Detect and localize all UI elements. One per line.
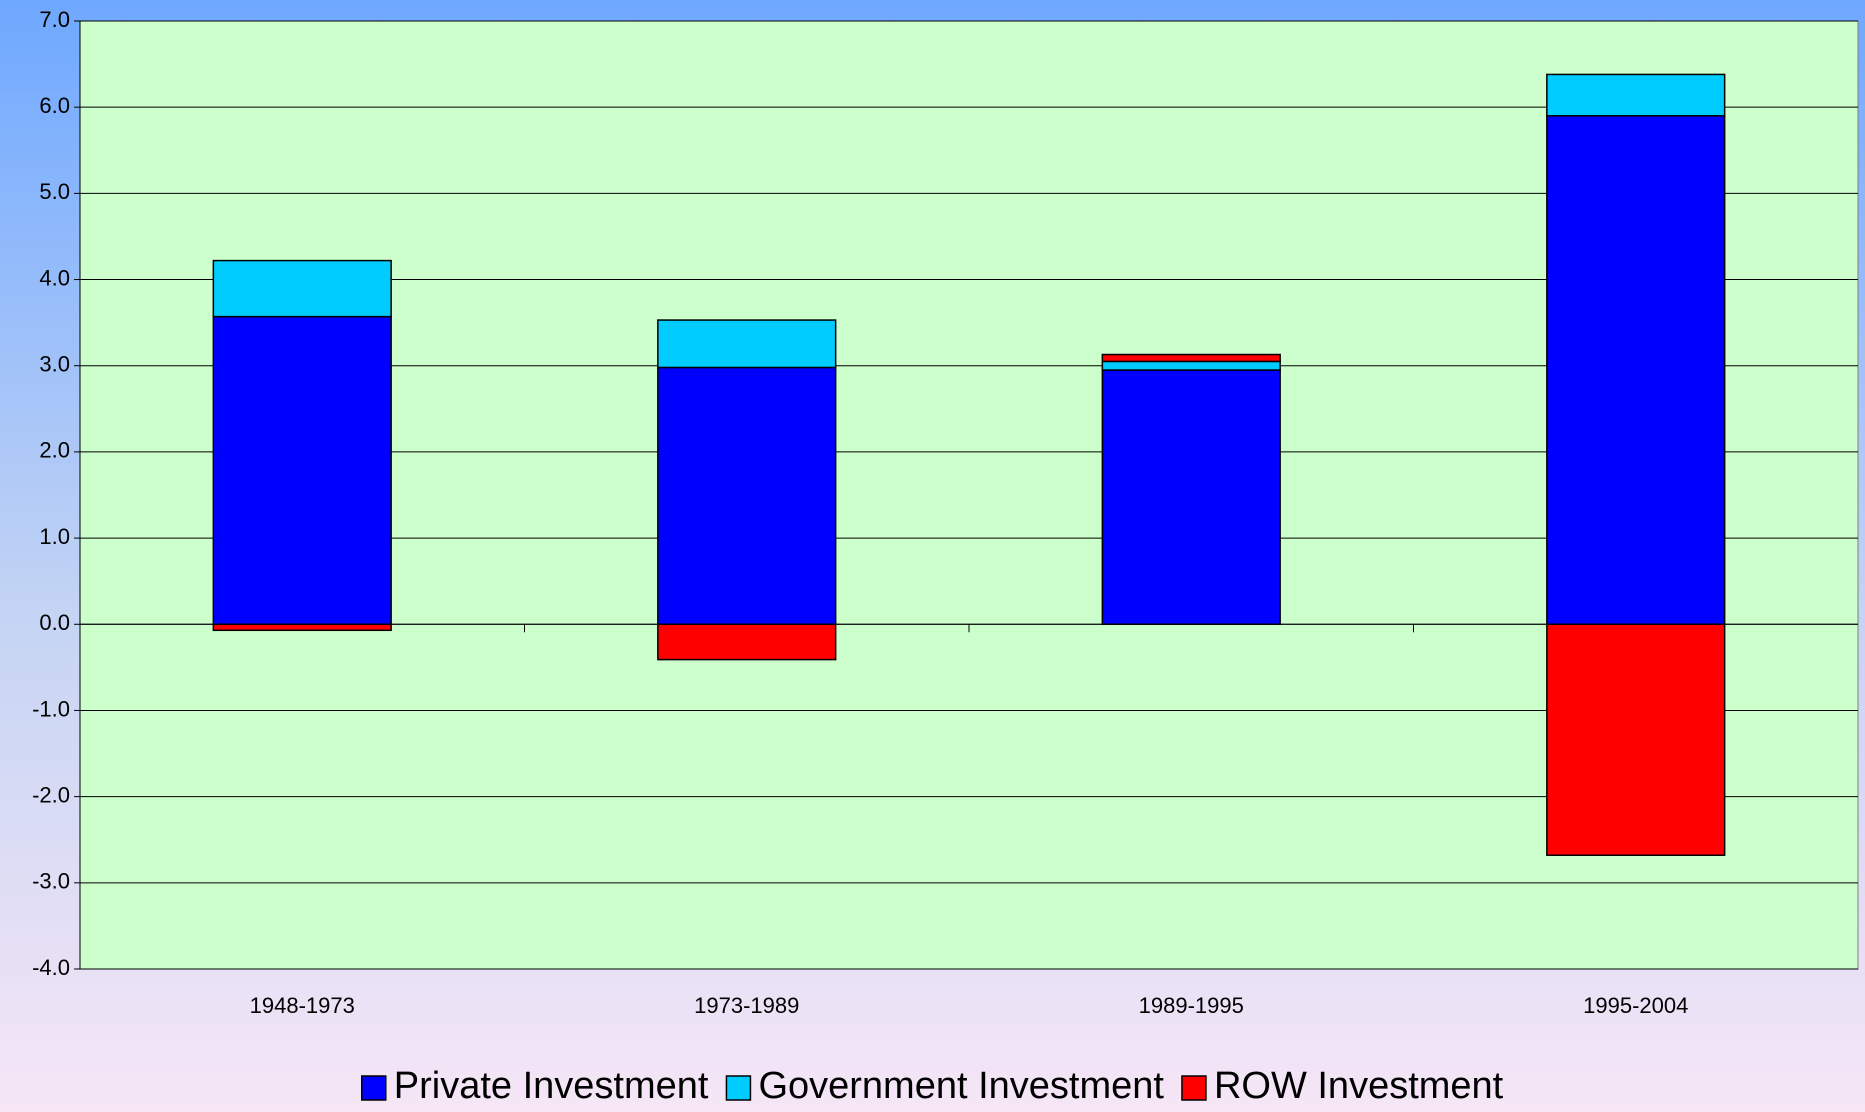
bar-segment: [1101, 353, 1281, 363]
y-tick-label: -4.0: [32, 955, 70, 980]
y-tick-label: 1.0: [39, 524, 70, 549]
y-tick-label: 2.0: [39, 438, 70, 463]
y-tick-label: 0.0: [39, 610, 70, 635]
bar-segment: [212, 259, 392, 318]
bar-segment: [212, 623, 392, 632]
x-tick-label: 1989-1995: [1139, 993, 1244, 1018]
legend-label: Private Investment: [394, 1065, 709, 1107]
legend-swatch: [1181, 1075, 1207, 1101]
x-tick-label: 1995-2004: [1583, 993, 1688, 1018]
bar-segment: [657, 366, 837, 626]
y-tick-label: -1.0: [32, 696, 70, 721]
bar-segment: [1546, 73, 1726, 117]
legend: Private Investment Government Investment R…: [361, 1065, 1504, 1107]
bar-segment: [657, 319, 837, 369]
x-tick-label: 1973-1989: [694, 993, 799, 1018]
y-tick-label: 5.0: [39, 179, 70, 204]
bar-segment: [1101, 369, 1281, 626]
y-tick-label: 4.0: [39, 265, 70, 290]
y-tick-label: -2.0: [32, 782, 70, 807]
legend-swatch: [725, 1075, 752, 1101]
y-tick-label: 7.0: [39, 7, 70, 32]
legend-swatch: [361, 1075, 387, 1101]
y-tick-label: 6.0: [39, 93, 70, 118]
bar-segment: [212, 315, 392, 626]
legend-label: Government Investment: [758, 1065, 1164, 1107]
bar-segment: [1546, 623, 1726, 856]
y-tick-label: 3.0: [39, 352, 70, 377]
bar-segment: [657, 623, 837, 661]
bar-segment: [1546, 115, 1726, 626]
bar-segment: [1101, 360, 1281, 371]
y-tick-label: -3.0: [32, 869, 70, 894]
legend-label: ROW Investment: [1214, 1065, 1504, 1107]
x-tick-label: 1948-1973: [250, 993, 355, 1018]
